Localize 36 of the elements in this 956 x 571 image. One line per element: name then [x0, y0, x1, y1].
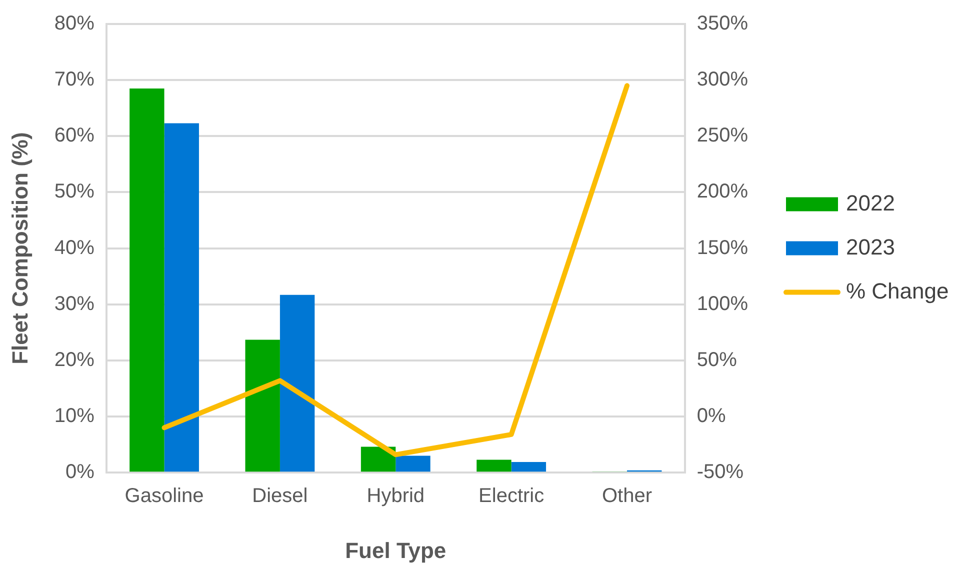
- bar: [280, 294, 315, 472]
- y-tick-label: 50%: [54, 180, 95, 203]
- bar: [511, 462, 546, 472]
- x-tick-label: Gasoline: [124, 485, 204, 508]
- y2-tick-label: 250%: [696, 124, 748, 147]
- bar: [245, 340, 280, 472]
- x-tick-label: Electric: [478, 485, 544, 508]
- y-tick-label: 20%: [54, 348, 95, 371]
- y-tick-label: 40%: [54, 236, 95, 259]
- bar: [476, 460, 512, 472]
- y2-tick-label: 350%: [696, 12, 748, 35]
- y2-tick-label: 50%: [696, 348, 738, 371]
- y2-tick-label: 300%: [696, 68, 748, 91]
- y-tick-label: 0%: [66, 461, 95, 484]
- y-axis-title: Fleet Composition (%): [7, 132, 32, 364]
- legend-label: % Change: [846, 278, 949, 304]
- y2-tick-label: 150%: [696, 236, 748, 259]
- x-tick-label: Hybrid: [366, 485, 425, 508]
- bar: [396, 456, 430, 472]
- legend-label: 2022: [846, 190, 895, 216]
- bar: [164, 123, 199, 472]
- y2-tick-label: 200%: [696, 180, 748, 203]
- y2-tick-label: 100%: [696, 292, 748, 315]
- y-tick-label: 10%: [54, 405, 95, 428]
- bar: [130, 88, 164, 472]
- bar: [360, 446, 396, 472]
- x-tick-label: Other: [602, 485, 652, 508]
- y-tick-label: 70%: [54, 68, 95, 91]
- legend-label: 2023: [846, 234, 895, 260]
- y-tick-label: 80%: [54, 12, 95, 35]
- y-tick-label: 60%: [54, 124, 95, 147]
- x-tick-label: Diesel: [252, 485, 308, 508]
- y2-tick-label: 0%: [696, 405, 726, 428]
- y-tick-label: 30%: [54, 292, 95, 315]
- x-axis-title: Fuel Type: [345, 538, 446, 563]
- y2-tick-label: -50%: [696, 461, 744, 484]
